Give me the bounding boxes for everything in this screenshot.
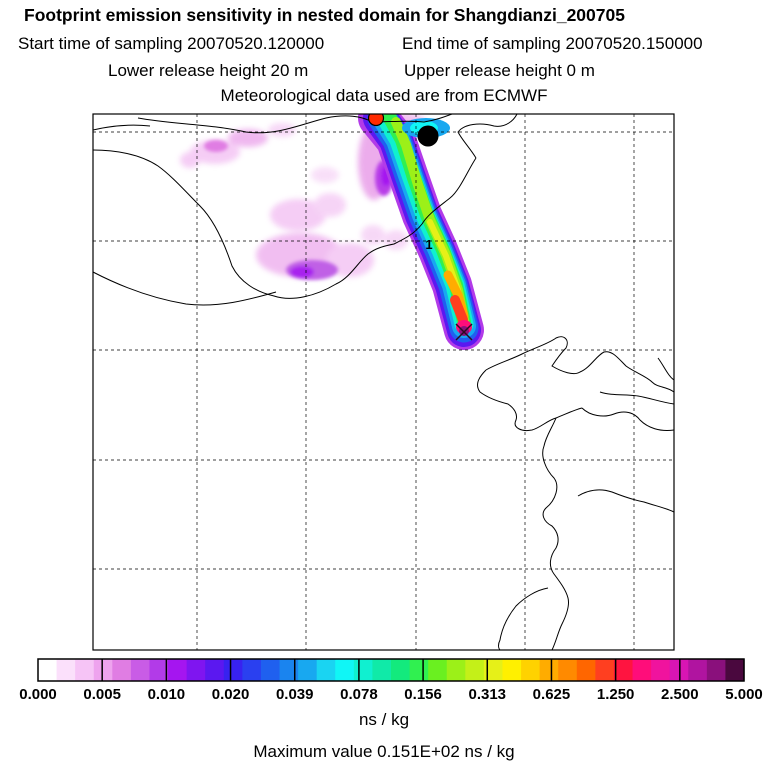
colorbar-tick-label: 0.005	[83, 686, 121, 703]
colorbar-swatch	[223, 659, 243, 681]
colorbar-swatch	[242, 659, 262, 681]
colorbar-swatch	[353, 659, 374, 681]
colorbar-swatch	[595, 659, 615, 681]
sampling-start-time: Start time of sampling 20070520.120000	[18, 34, 325, 53]
colorbar-tick-label: 0.020	[211, 686, 250, 703]
colorbar-swatch	[56, 659, 76, 681]
colorbar-swatch	[706, 659, 727, 681]
colorbar-tick-label: 0.625	[532, 686, 571, 703]
plume-contour-label: 1	[425, 237, 432, 252]
receptor-site-marker	[417, 125, 439, 147]
colorbar-swatch	[335, 659, 355, 681]
colorbar-tick-label: 0.313	[468, 686, 507, 703]
colorbar-swatch	[576, 659, 596, 681]
map-frame	[92, 113, 675, 651]
colorbar-swatch	[502, 659, 522, 681]
colorbar-tick-label: 0.156	[404, 686, 442, 703]
colorbar-swatch	[168, 659, 188, 681]
colorbar-swatch	[725, 659, 745, 681]
colorbar-swatch	[93, 659, 113, 681]
colorbar-swatch	[521, 659, 541, 681]
colorbar-swatch	[558, 659, 578, 681]
plot-title: Footprint emission sensitivity in nested…	[24, 5, 625, 25]
maximum-location-marker	[455, 323, 473, 341]
maximum-value-readout: Maximum value 0.151E+02 ns / kg	[253, 742, 515, 761]
lat-lon-grid	[93, 114, 674, 650]
colorbar-swatch	[38, 659, 58, 681]
colorbar-swatch	[409, 659, 429, 681]
colorbar	[37, 658, 745, 682]
colorbar-swatch	[391, 659, 411, 681]
colorbar-swatch	[372, 659, 392, 681]
colorbar-tick-label: 0.000	[19, 686, 57, 703]
colorbar-swatch	[483, 659, 504, 681]
lower-release-height: Lower release height 20 m	[108, 61, 309, 80]
sampling-end-time: End time of sampling 20070520.150000	[402, 34, 703, 53]
colorbar-frame	[37, 658, 745, 682]
colorbar-swatch	[112, 659, 132, 681]
colorbar-swatch	[613, 659, 634, 681]
colorbar-swatch	[688, 659, 708, 681]
colorbar-swatch	[632, 659, 652, 681]
colorbar-swatch	[130, 659, 151, 681]
colorbar-swatch	[428, 659, 448, 681]
colorbar-swatch	[205, 659, 225, 681]
colorbar-swatch	[316, 659, 336, 681]
colorbar-swatch	[465, 659, 485, 681]
colorbar-swatch	[260, 659, 281, 681]
colorbar-swatch	[279, 659, 299, 681]
colorbar-tick-label: 0.078	[340, 686, 378, 703]
colorbar-swatch	[539, 659, 559, 681]
footprint-sensitivity-field	[180, 114, 484, 350]
colorbar-tick-label: 0.010	[147, 686, 186, 703]
colorbar-tick-label: 0.039	[275, 686, 314, 703]
colorbar-swatch	[149, 659, 169, 681]
release-site-marker	[367, 114, 385, 127]
colorbar-tick-label: 2.500	[661, 686, 699, 703]
colorbar-units: ns / kg	[358, 710, 410, 729]
coastlines	[93, 114, 674, 650]
colorbar-swatch	[186, 659, 206, 681]
colorbar-tick-label: 1.250	[596, 686, 635, 703]
colorbar-tick-label: 5.000	[725, 686, 763, 703]
upper-release-height: Upper release height 0 m	[404, 61, 595, 80]
colorbar-swatch	[651, 659, 671, 681]
meteorological-data-source: Meteorological data used are from ECMWF	[220, 86, 548, 105]
colorbar-swatch	[446, 659, 466, 681]
colorbar-swatch	[75, 659, 95, 681]
colorbar-swatch	[298, 659, 318, 681]
